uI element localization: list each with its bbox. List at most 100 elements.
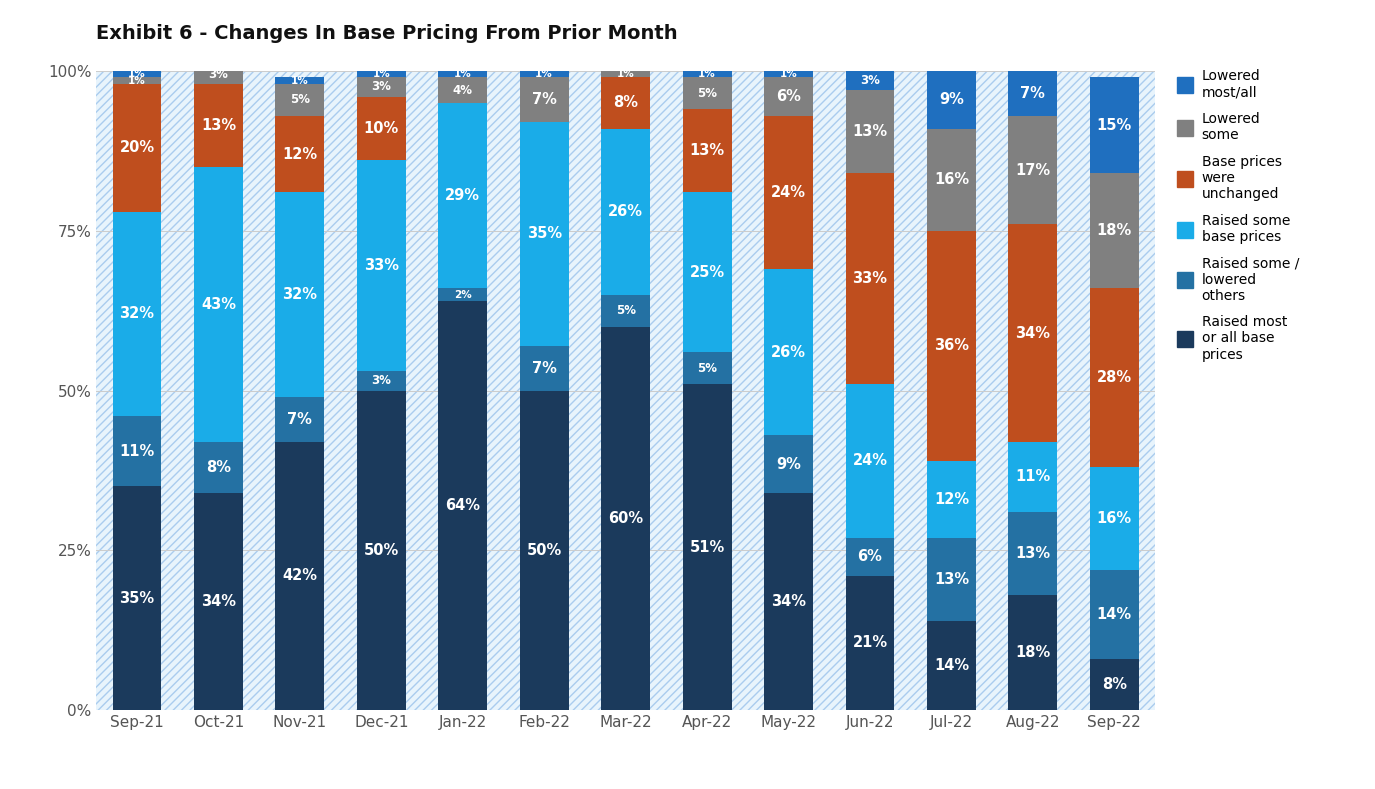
Bar xyxy=(601,327,650,710)
Bar xyxy=(439,103,487,288)
Text: 5%: 5% xyxy=(697,87,718,100)
Text: 33%: 33% xyxy=(852,271,887,286)
Bar xyxy=(927,537,976,621)
Text: 1%: 1% xyxy=(617,69,634,79)
Text: 14%: 14% xyxy=(1097,607,1132,622)
Text: 50%: 50% xyxy=(527,543,562,558)
Bar xyxy=(275,193,324,397)
Bar xyxy=(682,71,732,77)
Text: 28%: 28% xyxy=(1097,370,1132,385)
Text: 13%: 13% xyxy=(689,144,725,159)
Bar xyxy=(682,77,732,110)
Bar xyxy=(275,84,324,116)
Text: 34%: 34% xyxy=(771,594,806,609)
Text: 7%: 7% xyxy=(532,92,557,107)
Text: 16%: 16% xyxy=(934,172,969,187)
Bar xyxy=(601,71,650,77)
Text: 24%: 24% xyxy=(771,185,806,200)
Bar xyxy=(358,71,406,77)
Text: 42%: 42% xyxy=(282,568,318,583)
Text: 26%: 26% xyxy=(771,345,806,360)
Text: 35%: 35% xyxy=(120,591,154,606)
Bar xyxy=(765,77,813,116)
Bar xyxy=(275,77,324,84)
Bar xyxy=(439,71,487,77)
Bar xyxy=(601,295,650,327)
Text: 8%: 8% xyxy=(613,95,638,110)
Text: 32%: 32% xyxy=(120,306,154,321)
Bar xyxy=(601,129,650,295)
Bar xyxy=(682,384,732,710)
Bar xyxy=(520,346,569,391)
Bar xyxy=(927,71,976,129)
Bar xyxy=(1008,116,1057,224)
Bar xyxy=(765,71,813,77)
Bar xyxy=(194,65,243,84)
Bar xyxy=(765,436,813,493)
Text: 7%: 7% xyxy=(287,412,312,427)
Text: 36%: 36% xyxy=(934,338,969,353)
Text: 16%: 16% xyxy=(1097,510,1132,526)
Bar xyxy=(113,416,161,486)
Legend: Lowered
most/all, Lowered
some, Base prices
were
unchanged, Raised some
base pri: Lowered most/all, Lowered some, Base pri… xyxy=(1173,65,1304,366)
Bar xyxy=(1090,77,1138,174)
Bar xyxy=(927,231,976,461)
Bar xyxy=(358,372,406,391)
Text: 4%: 4% xyxy=(452,84,473,97)
Bar xyxy=(113,486,161,710)
Bar xyxy=(194,84,243,167)
Bar xyxy=(358,96,406,160)
Bar xyxy=(358,77,406,96)
Bar xyxy=(846,576,894,710)
Bar xyxy=(439,288,487,301)
Text: 3%: 3% xyxy=(371,80,392,93)
Text: 43%: 43% xyxy=(201,297,236,312)
Bar xyxy=(113,84,161,211)
Text: 13%: 13% xyxy=(852,124,887,139)
Bar xyxy=(927,461,976,537)
Text: 1%: 1% xyxy=(617,63,634,73)
Bar xyxy=(927,621,976,710)
Bar xyxy=(1090,467,1138,570)
Bar xyxy=(358,391,406,710)
Text: 13%: 13% xyxy=(201,118,236,133)
Text: 1%: 1% xyxy=(780,69,797,79)
Bar xyxy=(682,193,732,352)
Bar xyxy=(194,493,243,710)
Bar xyxy=(765,493,813,710)
Text: 1%: 1% xyxy=(128,69,146,79)
Text: 32%: 32% xyxy=(282,287,318,302)
Text: 7%: 7% xyxy=(1020,86,1045,101)
Text: 35%: 35% xyxy=(527,226,562,241)
Bar xyxy=(113,211,161,416)
Bar xyxy=(439,301,487,710)
Text: 3%: 3% xyxy=(371,375,392,387)
Bar xyxy=(194,167,243,442)
Bar xyxy=(1090,659,1138,710)
Bar xyxy=(1008,595,1057,710)
Text: 1%: 1% xyxy=(535,69,553,79)
Text: 6%: 6% xyxy=(858,549,883,564)
Text: 51%: 51% xyxy=(689,540,725,555)
Bar xyxy=(846,384,894,537)
Bar xyxy=(520,122,569,346)
Text: 1%: 1% xyxy=(128,76,146,85)
Text: 2%: 2% xyxy=(454,290,472,300)
Text: 21%: 21% xyxy=(852,635,887,650)
Text: 24%: 24% xyxy=(852,454,887,469)
Bar xyxy=(927,129,976,231)
Text: 50%: 50% xyxy=(363,543,399,558)
Text: 1%: 1% xyxy=(292,76,309,85)
Text: 29%: 29% xyxy=(446,188,480,203)
Text: 34%: 34% xyxy=(201,594,236,609)
Bar xyxy=(113,71,161,77)
Bar xyxy=(520,71,569,77)
Text: 1%: 1% xyxy=(698,69,716,79)
Text: 34%: 34% xyxy=(1015,326,1050,341)
Text: 10%: 10% xyxy=(363,121,399,136)
Bar xyxy=(601,77,650,129)
Bar xyxy=(520,77,569,122)
Bar xyxy=(358,160,406,372)
Text: 64%: 64% xyxy=(446,498,480,513)
Text: 1%: 1% xyxy=(454,69,472,79)
